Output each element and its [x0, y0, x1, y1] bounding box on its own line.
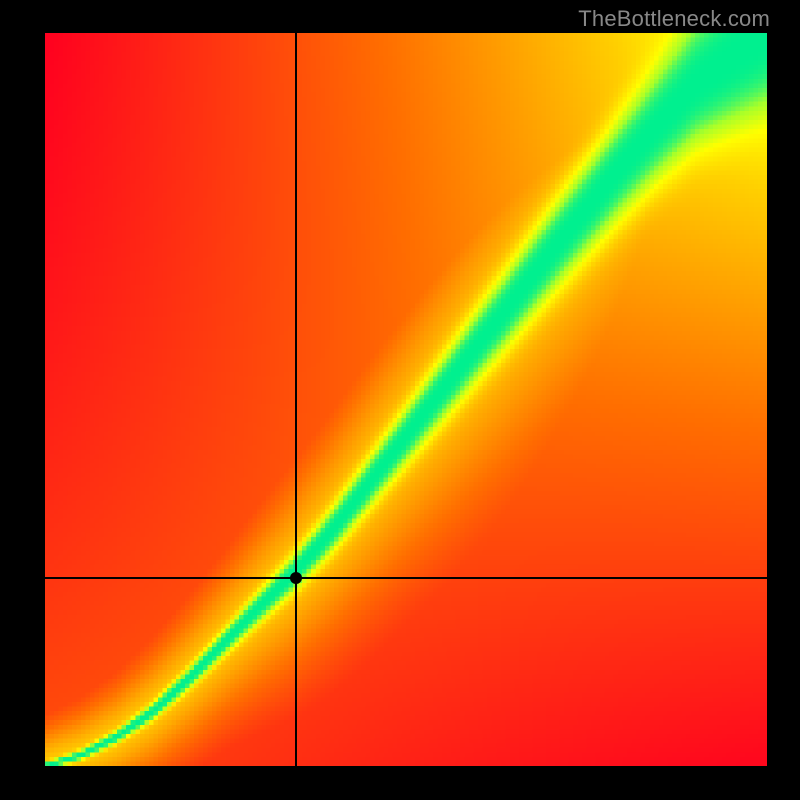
crosshair-horizontal: [45, 577, 767, 579]
marker-dot: [290, 572, 302, 584]
chart-frame: TheBottleneck.com: [0, 0, 800, 800]
watermark-text: TheBottleneck.com: [578, 6, 770, 32]
heatmap-canvas: [45, 33, 767, 766]
crosshair-vertical: [295, 33, 297, 766]
heatmap-plot-area: [45, 33, 767, 766]
